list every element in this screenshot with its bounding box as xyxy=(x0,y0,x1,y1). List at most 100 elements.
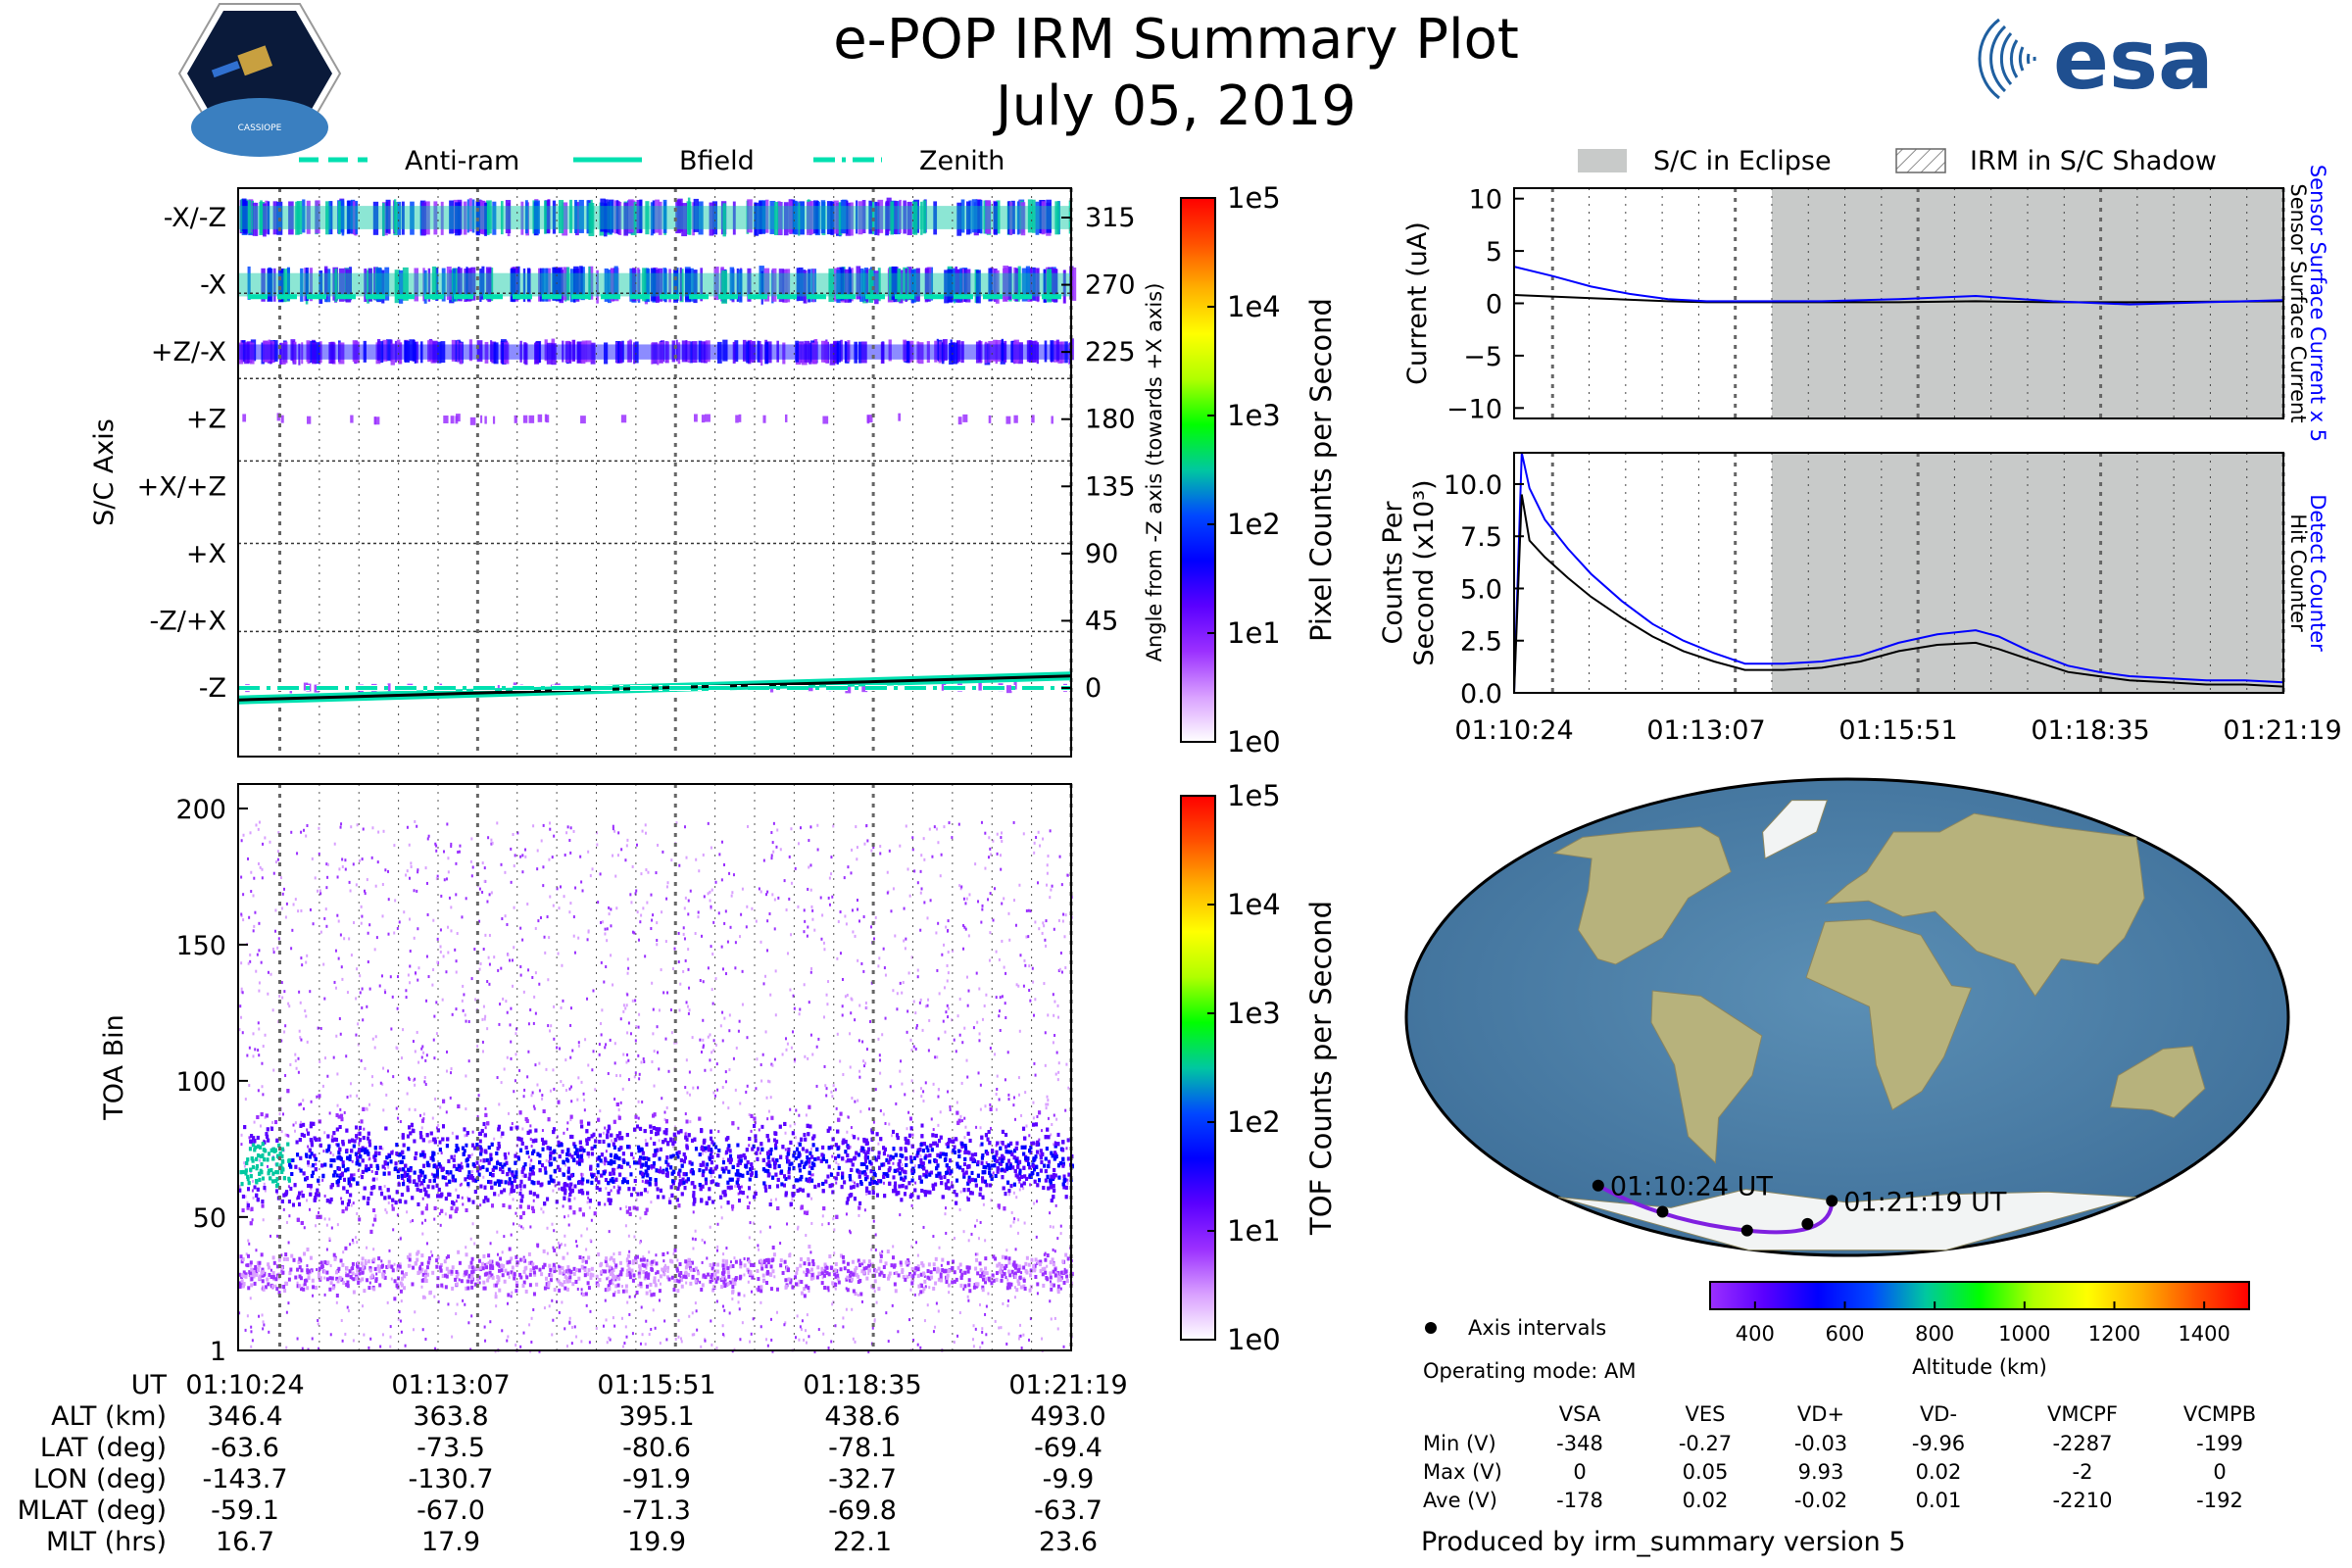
toa-speck xyxy=(831,1302,834,1306)
heat-streak xyxy=(721,270,728,304)
toa-speck xyxy=(589,1309,592,1313)
toa-speck xyxy=(284,1074,287,1078)
heat-streak xyxy=(936,338,939,361)
toa-speck xyxy=(722,862,725,866)
toa-speck xyxy=(723,1308,726,1312)
heat-streak xyxy=(1041,201,1046,235)
heat-streak xyxy=(762,415,766,423)
toa-speck xyxy=(592,1050,595,1054)
toa-speck xyxy=(484,1126,487,1130)
toa-pixel xyxy=(348,1153,352,1158)
toa-speck xyxy=(989,931,992,935)
toa-speck xyxy=(241,991,244,995)
toa-speck xyxy=(731,1281,734,1285)
heat-streak xyxy=(558,200,564,234)
toa-speck xyxy=(285,1310,288,1314)
toa-speck xyxy=(937,1309,940,1313)
toa-speck xyxy=(879,845,882,849)
toa-speck xyxy=(1007,911,1010,915)
toa-speck xyxy=(499,1003,502,1006)
toa-speck xyxy=(786,952,789,956)
toa-speck xyxy=(975,1125,978,1129)
toa-speck xyxy=(684,896,687,900)
toa-speck xyxy=(240,875,243,879)
toa-speck xyxy=(910,956,913,959)
toa-speck xyxy=(520,1225,523,1229)
heat-streak xyxy=(694,414,698,422)
heat-streak xyxy=(433,201,438,235)
toa-speck xyxy=(884,1016,887,1020)
toa-speck xyxy=(1000,867,1003,871)
heat-streak xyxy=(845,685,852,694)
heat-streak xyxy=(1030,340,1036,363)
toa-speck xyxy=(1015,983,1018,987)
toa-speck xyxy=(904,947,906,951)
toa-speck xyxy=(793,1122,796,1126)
toa-speck xyxy=(406,1092,409,1096)
toa-speck xyxy=(803,1338,806,1342)
toa-speck xyxy=(798,1113,801,1117)
toa-speck xyxy=(546,1251,549,1255)
toa-speck xyxy=(874,915,877,919)
toa-speck xyxy=(704,1339,707,1343)
toa-speck xyxy=(564,1327,566,1331)
toa-speck xyxy=(414,1107,416,1111)
toa-speck xyxy=(263,1323,266,1327)
toa-speck xyxy=(789,1107,792,1111)
toa-speck xyxy=(857,1137,859,1141)
toa-speck xyxy=(549,1029,552,1033)
toa-speck xyxy=(788,897,791,901)
toa-speck xyxy=(531,1091,534,1095)
toa-speck xyxy=(769,993,772,997)
toa-speck xyxy=(700,1345,703,1348)
heat-streak xyxy=(977,199,983,233)
heat-streak xyxy=(812,200,818,234)
toa-speck xyxy=(387,1165,390,1169)
heat-streak xyxy=(685,269,691,303)
toa-speck xyxy=(998,1009,1001,1013)
toa-speck xyxy=(707,1035,710,1039)
toa-speck xyxy=(956,1014,959,1018)
toa-speck xyxy=(1043,924,1046,928)
toa-speck xyxy=(691,1311,694,1315)
toa-speck xyxy=(1012,820,1015,824)
toa-speck xyxy=(384,991,387,995)
heat-streak xyxy=(933,201,938,235)
toa-speck xyxy=(871,1326,874,1330)
heat-band xyxy=(238,344,1071,360)
toa-speck xyxy=(387,932,390,936)
toa-speck xyxy=(687,899,690,903)
toa-speck xyxy=(580,1288,583,1292)
toa-speck xyxy=(608,906,611,909)
toa-speck xyxy=(771,841,774,845)
heat-streak xyxy=(394,199,397,233)
heat-streak xyxy=(811,342,816,365)
toa-speck xyxy=(339,1032,342,1036)
toa-speck xyxy=(1034,998,1037,1002)
toa-speck xyxy=(532,824,535,828)
toa-speck xyxy=(919,998,922,1002)
toa-speck xyxy=(827,1289,830,1293)
toa-speck xyxy=(1022,1333,1025,1337)
heat-streak xyxy=(423,201,430,235)
toa-speck xyxy=(545,1067,548,1071)
toa-speck xyxy=(302,1106,305,1110)
toa-speck xyxy=(721,1086,724,1090)
heat-streak xyxy=(1009,201,1013,235)
toa-speck xyxy=(276,858,279,861)
toa-speck xyxy=(1010,1210,1013,1214)
toa-speck xyxy=(999,854,1002,858)
toa-speck xyxy=(505,1000,508,1004)
toa-speck xyxy=(927,1154,930,1158)
toa-speck xyxy=(820,937,823,941)
toa-speck xyxy=(687,1011,690,1015)
toa-speck xyxy=(801,1319,804,1323)
toa-speck xyxy=(1025,935,1028,939)
heat-streak xyxy=(546,415,550,423)
toa-speck xyxy=(664,940,667,944)
heat-streak xyxy=(952,268,956,302)
toa-speck xyxy=(639,1216,642,1220)
toa-speck xyxy=(590,1218,593,1222)
toa-speck xyxy=(356,967,359,971)
toa-speck xyxy=(1064,965,1067,969)
